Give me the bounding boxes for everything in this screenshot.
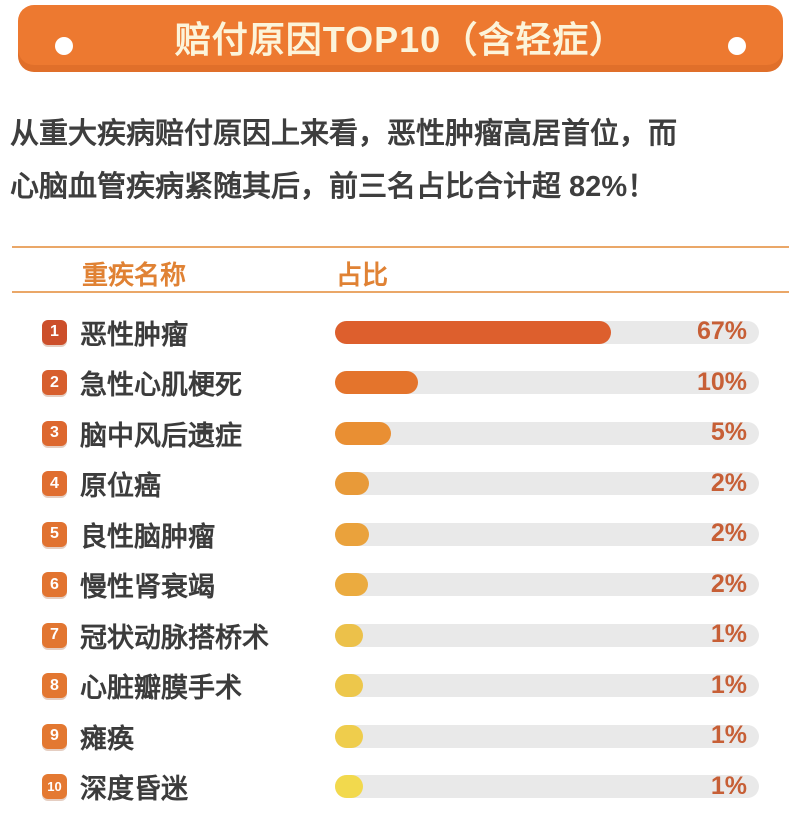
percent-label: 5% xyxy=(710,418,747,446)
disease-name-label: 急性心肌梗死 xyxy=(80,370,242,401)
chart-row: 7 冠状动脉搭桥术 1% xyxy=(0,610,800,661)
rank-badge: 6 xyxy=(42,572,67,598)
bar-fill xyxy=(335,522,369,546)
chart-row: 1 恶性肿瘤 67% xyxy=(0,307,800,358)
chart-row: 6 慢性肾衰竭 2% xyxy=(0,560,800,611)
bar-track: 2% xyxy=(335,519,759,547)
percent-label: 1% xyxy=(710,721,747,749)
bar-fill xyxy=(335,320,611,344)
chart-row: 3 脑中风后遗症 5% xyxy=(0,408,800,459)
description-line-1: 从重大疾病赔付原因上来看，恶性肿瘤高居首位，而 xyxy=(10,118,678,150)
percent-label: 2% xyxy=(710,519,747,547)
percent-label: 67% xyxy=(696,317,747,345)
disease-name-label: 深度昏迷 xyxy=(80,774,188,805)
bar-fill xyxy=(335,623,363,647)
description-line-2: 心脑血管疾病紧随其后，前三名占比合计超 82%！ xyxy=(10,171,657,203)
table-header-divider-top xyxy=(12,246,789,248)
disease-name-label: 良性脑肿瘤 xyxy=(80,521,215,552)
percent-label: 10% xyxy=(696,367,747,396)
chart-row: 4 原位癌 2% xyxy=(0,459,800,510)
percent-label: 2% xyxy=(710,569,747,598)
description: 从重大疾病赔付原因上来看，恶性肿瘤高居首位，而 心脑血管疾病紧随其后，前三名占比… xyxy=(10,108,792,214)
bar-track: 2% xyxy=(335,569,759,598)
disease-name-label: 脑中风后遗症 xyxy=(80,420,242,451)
chart-rows: 1 恶性肿瘤 67% 2 急性心肌梗死 10% 3 脑中风后遗症 5% 4 原位… xyxy=(0,307,800,812)
percent-label: 2% xyxy=(710,468,747,497)
column-header-proportion: 占比 xyxy=(336,260,389,290)
bar-fill xyxy=(335,371,419,395)
banner-title: 赔付原因TOP10（含轻症） xyxy=(174,18,627,60)
percent-label: 1% xyxy=(710,670,747,699)
percent-label: 1% xyxy=(710,771,747,800)
bar-track: 67% xyxy=(335,317,759,345)
bar-fill xyxy=(335,775,363,799)
rank-badge: 9 xyxy=(42,723,67,749)
bar-track: 1% xyxy=(335,670,759,699)
table-header-divider-bottom xyxy=(12,291,789,293)
bar-fill xyxy=(335,674,363,698)
rank-badge: 4 xyxy=(42,471,67,497)
disease-name-label: 心脏瓣膜手术 xyxy=(80,673,242,704)
chart-row: 2 急性心肌梗死 10% xyxy=(0,358,800,409)
rank-badge: 8 xyxy=(42,673,67,699)
chart-row: 8 心脏瓣膜手术 1% xyxy=(0,661,800,712)
right-dot-icon xyxy=(728,37,746,55)
bar-track: 1% xyxy=(335,771,759,800)
rank-badge: 2 xyxy=(42,370,67,396)
disease-name-label: 恶性肿瘤 xyxy=(80,319,188,350)
rank-badge: 10 xyxy=(42,774,67,800)
disease-name-label: 瘫痪 xyxy=(80,723,134,754)
title-banner: 赔付原因TOP10（含轻症） xyxy=(18,5,783,72)
rank-badge: 7 xyxy=(42,622,67,648)
bar-track: 1% xyxy=(335,721,759,749)
chart-row: 9 瘫痪 1% xyxy=(0,711,800,762)
bar-track: 5% xyxy=(335,418,759,446)
chart-row: 10 深度昏迷 1% xyxy=(0,762,800,813)
rank-badge: 1 xyxy=(42,319,67,345)
bar-fill xyxy=(335,421,391,445)
rank-badge: 3 xyxy=(42,420,67,446)
bar-track: 2% xyxy=(335,468,759,497)
left-dot-icon xyxy=(55,37,73,55)
bar-fill xyxy=(335,573,369,597)
bar-fill xyxy=(335,472,369,496)
percent-label: 1% xyxy=(710,620,747,648)
chart-row: 5 良性脑肿瘤 2% xyxy=(0,509,800,560)
rank-badge: 5 xyxy=(42,521,67,547)
bar-track: 1% xyxy=(335,620,759,648)
bar-fill xyxy=(335,724,363,748)
disease-name-label: 原位癌 xyxy=(80,471,161,502)
column-header-disease-name: 重疾名称 xyxy=(82,260,187,290)
disease-name-label: 慢性肾衰竭 xyxy=(80,572,215,603)
bar-track: 10% xyxy=(335,367,759,396)
disease-name-label: 冠状动脉搭桥术 xyxy=(80,622,269,653)
